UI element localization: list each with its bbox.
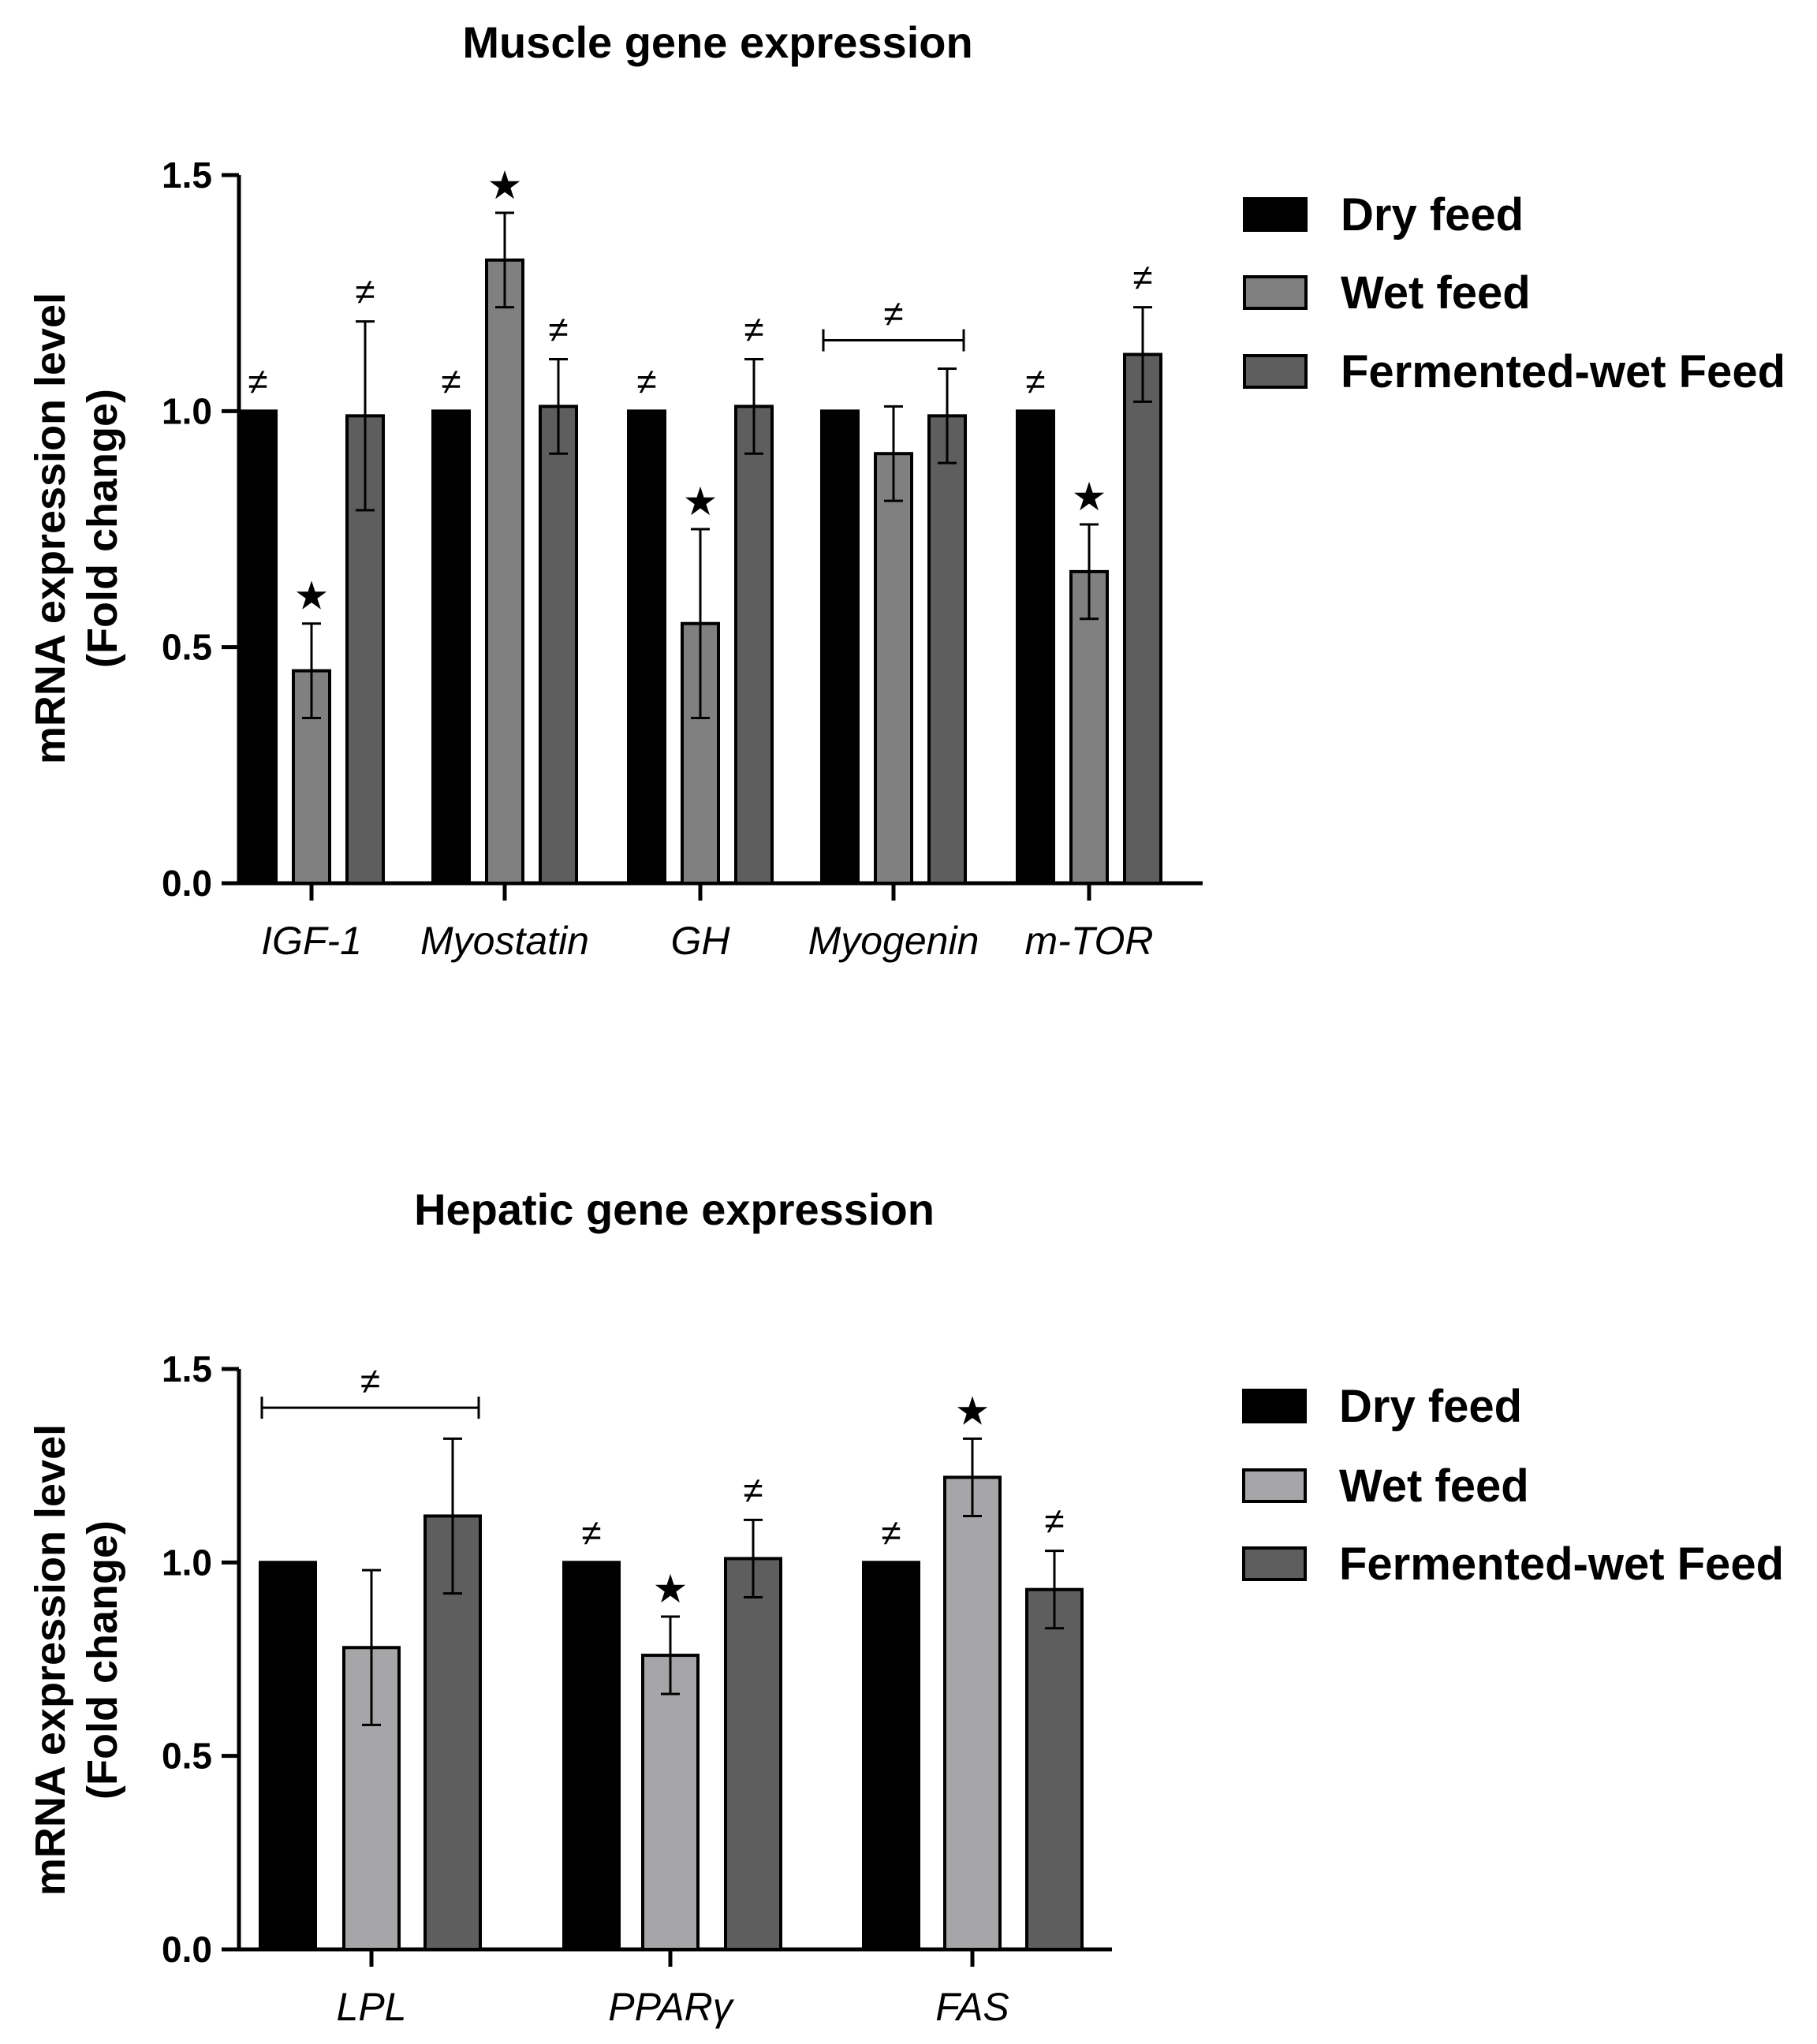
y-tick-label: 0.5 [162,1736,212,1777]
legend: Dry feed Wet feed Fermented-wet Feed [1242,1381,1784,1590]
y-tick-label: 0.5 [162,627,212,668]
y-tick-label: 1.5 [162,1348,212,1389]
x-tick-label: Myogenin [808,919,979,963]
chart-title: Muscle gene expression [462,17,972,67]
legend-label: Fermented-wet Feed [1339,1539,1784,1590]
significance-star: ★ [487,163,523,207]
significance-star: ★ [683,479,718,524]
y-tick-label: 1.5 [162,155,212,196]
legend-label: Fermented-wet Feed [1341,346,1785,397]
legend-label: Wet feed [1339,1460,1529,1512]
not-equal-marker: ≠ [248,360,267,401]
bar [641,1654,700,1951]
legend-swatch [1243,197,1308,232]
not-equal-marker: ≠ [744,308,763,349]
legend-swatch [1242,1546,1307,1581]
y-tick-label: 0.0 [162,1929,212,1970]
bar [724,1557,782,1951]
legend-swatch [1243,354,1308,389]
x-tick-label: PPARγ [608,1985,734,2029]
chart-panel-1: Muscle gene expression mRNA expression le… [27,17,1785,963]
bar [927,414,967,885]
not-equal-marker: ≠ [1044,1501,1064,1542]
significance-star: ★ [294,574,330,618]
bar [734,405,774,885]
bar [627,409,666,885]
y-axis-label-unit: (Fold change) [79,389,126,668]
x-tick-label: GH [671,919,731,963]
not-equal-marker: ≠ [883,293,903,334]
chart-title: Hepatic gene expression [414,1184,935,1234]
legend-label: Dry feed [1339,1381,1522,1432]
chart-panel-2: Hepatic gene expression mRNA expression l… [27,1184,1784,2029]
not-equal-marker: ≠ [441,360,461,401]
bar [1016,409,1055,885]
bar [539,405,578,885]
bar [874,452,913,885]
significance-star: ★ [1072,475,1107,519]
not-equal-marker: ≠ [636,360,656,401]
y-tick-label: 0.0 [162,863,212,904]
y-axis-label: mRNA expression level [27,293,74,764]
not-equal-marker: ≠ [360,1360,380,1401]
legend-label: Wet feed [1341,267,1531,319]
bar [238,409,278,885]
y-axis-label-unit: (Fold change) [79,1520,126,1800]
significance-star: ★ [653,1567,688,1611]
legend-swatch [1242,1468,1307,1503]
legend: Dry feed Wet feed Fermented-wet Feed [1243,189,1785,397]
bar [820,409,860,885]
not-equal-marker: ≠ [1025,360,1045,401]
bar [943,1475,1002,1952]
not-equal-marker: ≠ [1132,257,1152,298]
not-equal-marker: ≠ [743,1469,763,1510]
not-equal-marker: ≠ [881,1512,901,1553]
legend-swatch [1243,275,1308,310]
not-equal-marker: ≠ [581,1512,601,1553]
bar [259,1561,317,1952]
significance-star: ★ [955,1389,991,1433]
x-tick-label: m-TOR [1025,919,1154,963]
not-equal-marker: ≠ [548,308,568,349]
bar [862,1561,920,1952]
bar [1123,352,1162,885]
bar [485,258,524,885]
y-tick-label: 1.0 [162,390,212,431]
bar [562,1561,621,1952]
legend-label: Dry feed [1341,189,1524,241]
x-tick-label: Myostatin [420,919,589,963]
y-tick-label: 1.0 [162,1542,212,1583]
bar [431,409,471,885]
not-equal-marker: ≠ [355,271,375,312]
bar [1025,1587,1084,1952]
y-axis-label: mRNA expression level [27,1424,74,1896]
legend-swatch [1242,1389,1307,1423]
x-tick-label: FAS [935,1985,1009,2029]
x-tick-label: IGF-1 [261,919,362,963]
x-tick-label: LPL [337,1985,407,2029]
